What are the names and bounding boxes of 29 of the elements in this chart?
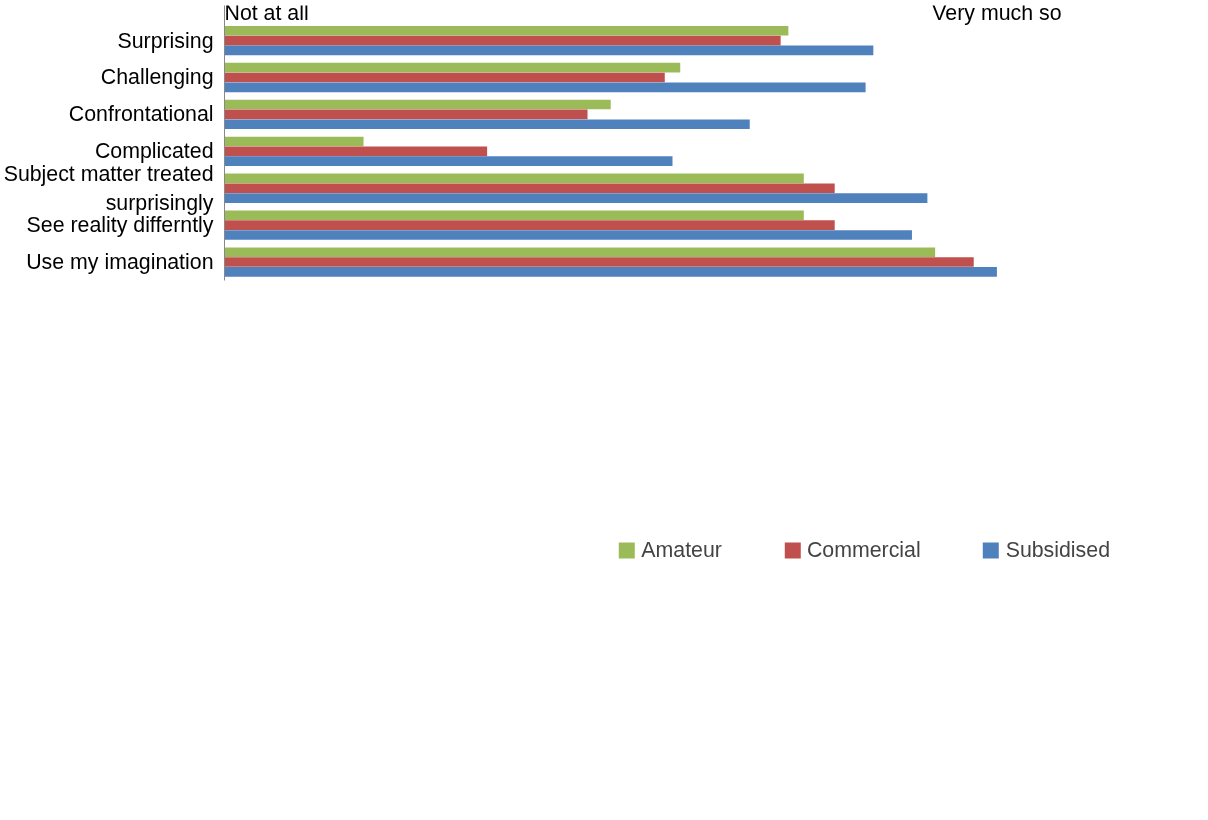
bar bbox=[224, 173, 804, 184]
bar bbox=[224, 183, 835, 194]
bar bbox=[224, 82, 866, 93]
bar bbox=[224, 35, 781, 46]
bar bbox=[224, 119, 750, 130]
bar bbox=[224, 45, 874, 56]
bar bbox=[224, 72, 665, 83]
y-tick-label: Complicated bbox=[94, 139, 214, 164]
bar bbox=[224, 220, 835, 230]
bar bbox=[224, 146, 488, 157]
bar bbox=[224, 62, 681, 73]
bar bbox=[224, 267, 997, 277]
bar bbox=[224, 109, 588, 120]
bar bbox=[224, 257, 974, 267]
y-tick-label: Challenging bbox=[100, 65, 214, 90]
legend-label: Amateur bbox=[641, 537, 722, 563]
bar bbox=[224, 99, 611, 110]
bar bbox=[224, 230, 912, 240]
bar bbox=[224, 136, 364, 147]
bar bbox=[224, 210, 804, 221]
y-tick-label: Confrontational bbox=[68, 102, 214, 127]
bar bbox=[224, 193, 928, 203]
legend-label: Commercial bbox=[806, 537, 921, 563]
y-tick-label: Use my imagination bbox=[26, 250, 214, 275]
bar bbox=[224, 247, 936, 258]
bar bbox=[224, 156, 673, 166]
bar bbox=[224, 25, 789, 36]
legend-label: Subsidised bbox=[1005, 537, 1110, 563]
y-tick-label: Surprising bbox=[117, 28, 214, 53]
